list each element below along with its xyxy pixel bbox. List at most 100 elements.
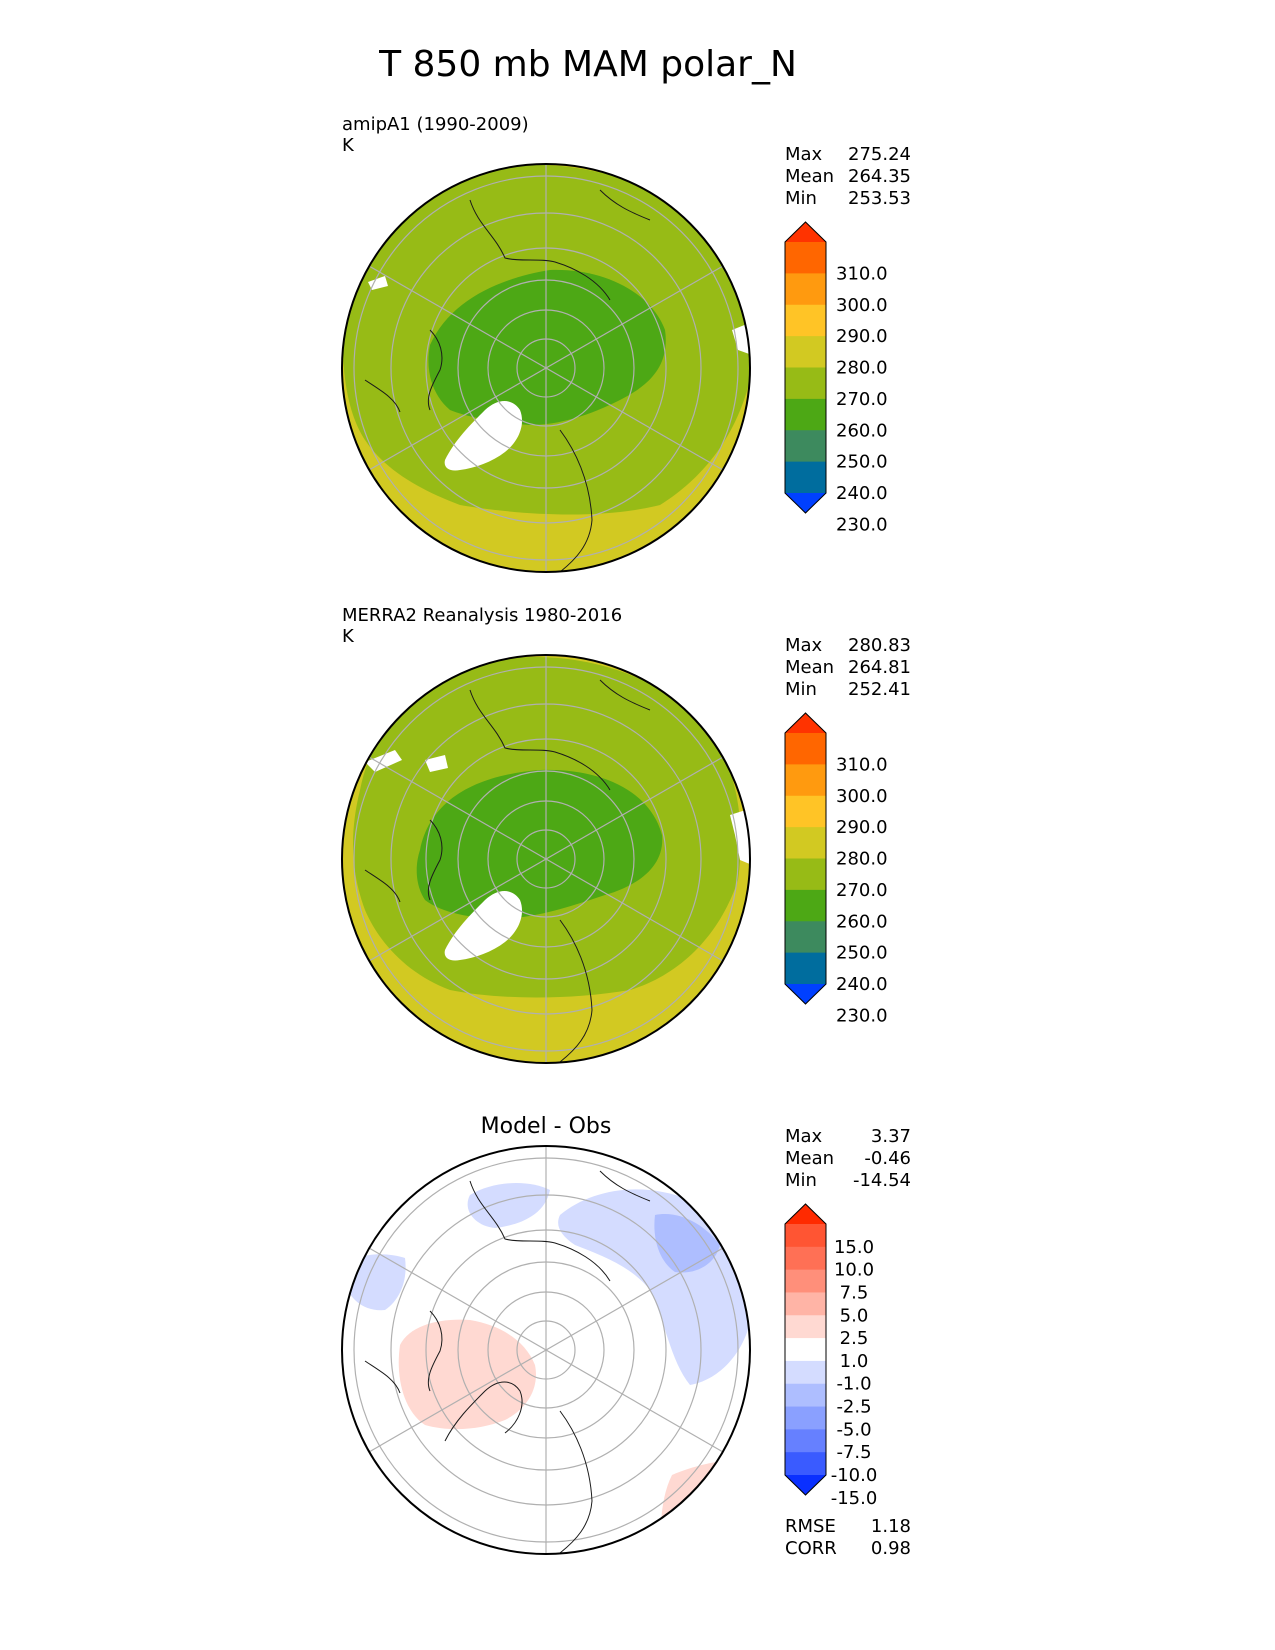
- himalaya-missing-west: [365, 750, 402, 772]
- colorbar-tick-label: 300.0: [836, 295, 888, 316]
- coastlines: [364, 1170, 651, 1554]
- colorbar-tick-label: 310.0: [836, 263, 888, 284]
- stat-label-mean: Mean: [785, 166, 834, 187]
- colorbar-tick-label: -10.0: [831, 1465, 878, 1486]
- colorbar-tick-label: -15.0: [831, 1488, 878, 1509]
- map-boundary: [341, 163, 751, 573]
- colorbar-outline: [784, 712, 827, 1005]
- colorbar-tick-label: 280.0: [836, 849, 888, 870]
- figure-title: T 850 mb MAM polar_N: [378, 44, 797, 85]
- stat-value-mean: 264.35: [848, 166, 911, 187]
- stats-box: Max 280.83 Mean 264.81 Min 252.41: [785, 635, 911, 700]
- field-negative-asia: [467, 1183, 550, 1228]
- colorbar-band: [785, 461, 826, 494]
- stat-label-max: Max: [785, 1126, 823, 1147]
- colorbar-extend-min: [785, 984, 826, 1004]
- colorbar-tick-label: -1.0: [836, 1374, 871, 1395]
- colorbar-band: [785, 1224, 826, 1248]
- colorbar-tick-label: -5.0: [836, 1419, 871, 1440]
- stat-value-max: 280.83: [848, 635, 911, 656]
- colorbar-outline: [784, 1203, 827, 1496]
- colorbar-band: [785, 827, 826, 860]
- colorbar-band: [785, 1292, 826, 1316]
- colorbar-band: [785, 858, 826, 891]
- colorbar-band: [785, 1360, 826, 1385]
- colorbar-band: [785, 398, 826, 431]
- map-boundary: [341, 1145, 751, 1555]
- stat-value-rmse: 1.18: [871, 1516, 911, 1537]
- field-polar-cap: [428, 269, 666, 425]
- colorbar-band: [785, 430, 826, 463]
- panel-difference: Model - Obs Max 3.37: [341, 1114, 911, 1559]
- colorbar-tick-label: 2.5: [840, 1328, 869, 1349]
- greenland-missing: [444, 401, 523, 471]
- panel-units: K: [342, 135, 355, 156]
- colorbar-band: [785, 1383, 826, 1408]
- graticule: [353, 655, 739, 1063]
- colorbar-band: [785, 1246, 826, 1271]
- coastlines: [364, 679, 651, 1063]
- stat-label-min: Min: [785, 679, 817, 700]
- colorbar-outline: [784, 221, 827, 514]
- colorbar-band: [785, 1452, 826, 1476]
- colorbar-extend-max: [785, 222, 826, 242]
- himalaya-missing-west: [368, 276, 388, 290]
- colorbar-band: [785, 889, 826, 922]
- colorbar: 310.0 300.0 290.0 280.0 270.0 260.0 250.0 240.0…: [784, 221, 888, 535]
- colorbar-tick-label: 7.5: [840, 1282, 869, 1303]
- colorbar-tick-label: 240.0: [836, 974, 888, 995]
- colorbar-tick-label: 250.0: [836, 452, 888, 473]
- panel-observation: MERRA2 Reanalysis 1980-2016 K: [341, 605, 911, 1064]
- colorbar: 15.010.07.55.02.51.0-1.0-2.5-5.0-7.5-10.…: [784, 1203, 878, 1509]
- colorbar-band: [785, 952, 826, 985]
- colorbar-tick-label: 310.0: [836, 754, 888, 775]
- colorbar-tick-label: 250.0: [836, 943, 888, 964]
- colorbar-band: [785, 1269, 826, 1294]
- colorbar-band: [785, 1338, 826, 1362]
- stat-label-rmse: RMSE: [785, 1516, 836, 1537]
- map-boundary: [341, 654, 751, 1064]
- stat-label-max: Max: [785, 144, 823, 165]
- colorbar-band: [785, 1429, 826, 1453]
- colorbar-tick-label: 270.0: [836, 880, 888, 901]
- colorbar-tick-label: 280.0: [836, 358, 888, 379]
- colorbar-band: [785, 1315, 826, 1339]
- stats-box: Max 3.37 Mean -0.46 Min -14.54: [785, 1126, 911, 1191]
- colorbar-tick-label: 240.0: [836, 483, 888, 504]
- colorbar-band: [785, 1406, 826, 1430]
- colorbar-band: [785, 273, 826, 306]
- colorbar-band: [785, 242, 826, 274]
- panel-units: K: [342, 626, 355, 647]
- panel-title: MERRA2 Reanalysis 1980-2016: [342, 605, 622, 626]
- footer-stats: RMSE 1.18 CORR 0.98: [785, 1516, 911, 1559]
- colorbar-tick-label: 230.0: [836, 1005, 888, 1026]
- stat-label-mean: Mean: [785, 657, 834, 678]
- colorbar-tick-label: 1.0: [840, 1351, 869, 1372]
- colorbar-tick-label: 15.0: [834, 1237, 874, 1258]
- stat-label-mean: Mean: [785, 1148, 834, 1169]
- colorbar-extend-max: [785, 713, 826, 733]
- colorbar-tick-label: -2.5: [836, 1397, 871, 1418]
- colorbar-band: [785, 733, 826, 765]
- colorbar-tick-label: 260.0: [836, 420, 888, 441]
- panel-title: amipA1 (1990-2009): [342, 114, 529, 135]
- colorbar-tick-label: 300.0: [836, 786, 888, 807]
- stat-label-corr: CORR: [785, 1538, 837, 1559]
- field-polar-cap: [416, 769, 663, 919]
- colorbar-extend-min: [785, 1475, 826, 1495]
- stat-label-max: Max: [785, 635, 823, 656]
- stat-value-min: 252.41: [848, 679, 911, 700]
- colorbar-band: [785, 764, 826, 797]
- colorbar-band: [785, 367, 826, 400]
- graticule: [353, 1146, 739, 1554]
- colorbar-band: [785, 795, 826, 828]
- greenland-missing: [444, 891, 523, 961]
- colorbar-extend-min: [785, 493, 826, 513]
- colorbar-extend-max: [785, 1204, 826, 1224]
- colorbar-tick-label: 230.0: [836, 514, 888, 535]
- stat-value-max: 275.24: [848, 144, 911, 165]
- panel-model: amipA1 (1990-2009) K Max 275.2: [341, 114, 911, 573]
- stat-value-mean: -0.46: [864, 1148, 911, 1169]
- stats-box: Max 275.24 Mean 264.35 Min 253.53: [785, 144, 911, 209]
